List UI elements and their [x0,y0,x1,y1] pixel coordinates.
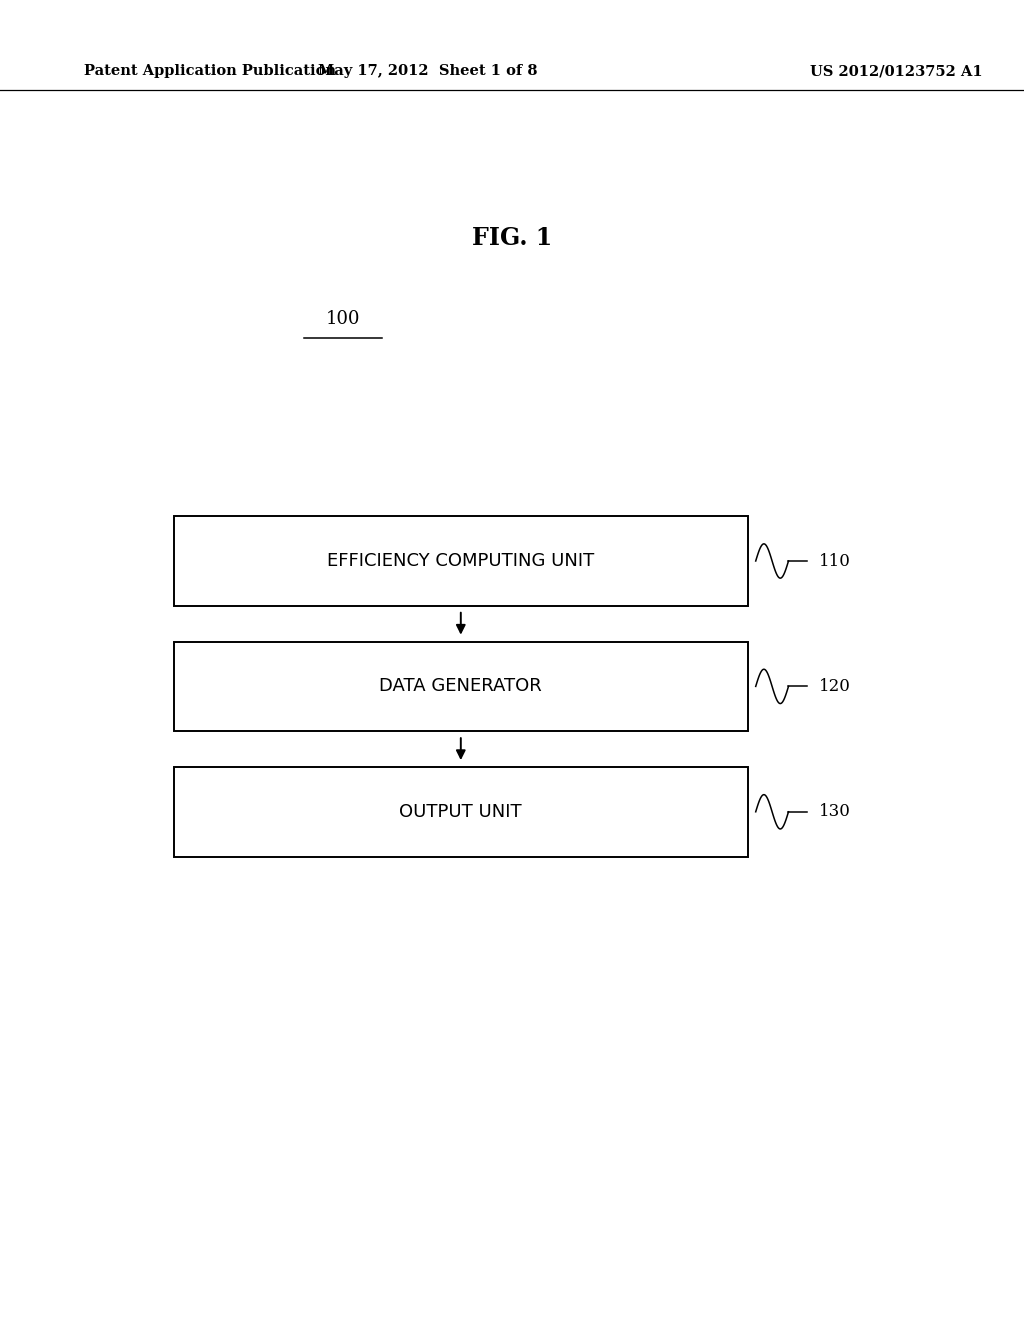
Text: Patent Application Publication: Patent Application Publication [84,65,336,78]
Bar [174,767,748,857]
Text: 120: 120 [819,678,851,694]
Text: DATA GENERATOR: DATA GENERATOR [380,677,542,696]
Text: 130: 130 [819,804,851,820]
Text: 110: 110 [819,553,851,569]
Text: EFFICIENCY COMPUTING UNIT: EFFICIENCY COMPUTING UNIT [328,552,594,570]
Text: May 17, 2012  Sheet 1 of 8: May 17, 2012 Sheet 1 of 8 [318,65,538,78]
Bar [174,642,748,731]
Bar [174,516,748,606]
Text: US 2012/0123752 A1: US 2012/0123752 A1 [810,65,982,78]
Text: OUTPUT UNIT: OUTPUT UNIT [399,803,522,821]
Text: FIG. 1: FIG. 1 [472,226,552,249]
Text: 100: 100 [326,310,360,329]
